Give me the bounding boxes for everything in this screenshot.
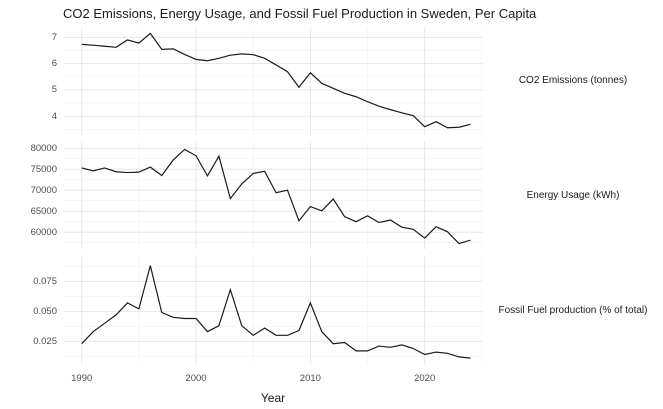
- y-tick-label: 0.025: [33, 335, 57, 347]
- fossil-fuel-panel: [64, 256, 483, 364]
- energy-y-axis-labels: 80000 75000 70000 65000 60000: [0, 141, 57, 249]
- co2-emissions-panel: [64, 28, 483, 135]
- y-tick-label: 80000: [30, 142, 57, 154]
- data-line: [81, 265, 471, 359]
- x-axis-title: Year: [260, 391, 286, 405]
- chart-title: CO2 Emissions, Energy Usage, and Fossil …: [63, 6, 537, 21]
- y-tick-label: 60000: [30, 226, 57, 238]
- y-tick-label: 4: [51, 110, 57, 122]
- y-tick-label: 65000: [30, 205, 57, 217]
- energy-line-chart: [64, 141, 483, 249]
- y-tick-label: 75000: [30, 163, 57, 175]
- x-tick-label: 2020: [414, 373, 436, 384]
- fossil-line-chart: [64, 256, 483, 364]
- data-line: [81, 148, 471, 245]
- y-tick-label: 70000: [30, 184, 57, 196]
- facet-label-energy: Energy Usage (kWh): [526, 190, 620, 201]
- facet-label-co2: CO2 Emissions (tonnes): [518, 75, 628, 86]
- co2-y-axis-labels: 7 6 5 4: [0, 28, 57, 135]
- fossil-y-axis-labels: 0.075 0.050 0.025: [0, 256, 57, 364]
- y-tick-label: 0.050: [33, 305, 57, 317]
- data-line: [81, 32, 471, 129]
- y-tick-label: 5: [51, 84, 57, 96]
- facet-label-fossil: Fossil Fuel production (% of total): [498, 305, 648, 316]
- x-tick-label: 2000: [185, 373, 207, 384]
- x-tick-label: 2010: [299, 373, 321, 384]
- y-tick-label: 0.075: [33, 275, 57, 287]
- x-axis-labels: 1990 2000 2010 2020: [0, 373, 663, 387]
- energy-usage-panel: [64, 141, 483, 249]
- y-tick-label: 6: [51, 58, 57, 70]
- y-tick-label: 7: [51, 31, 57, 43]
- co2-line-chart: [64, 28, 483, 135]
- x-tick-label: 1990: [71, 373, 93, 384]
